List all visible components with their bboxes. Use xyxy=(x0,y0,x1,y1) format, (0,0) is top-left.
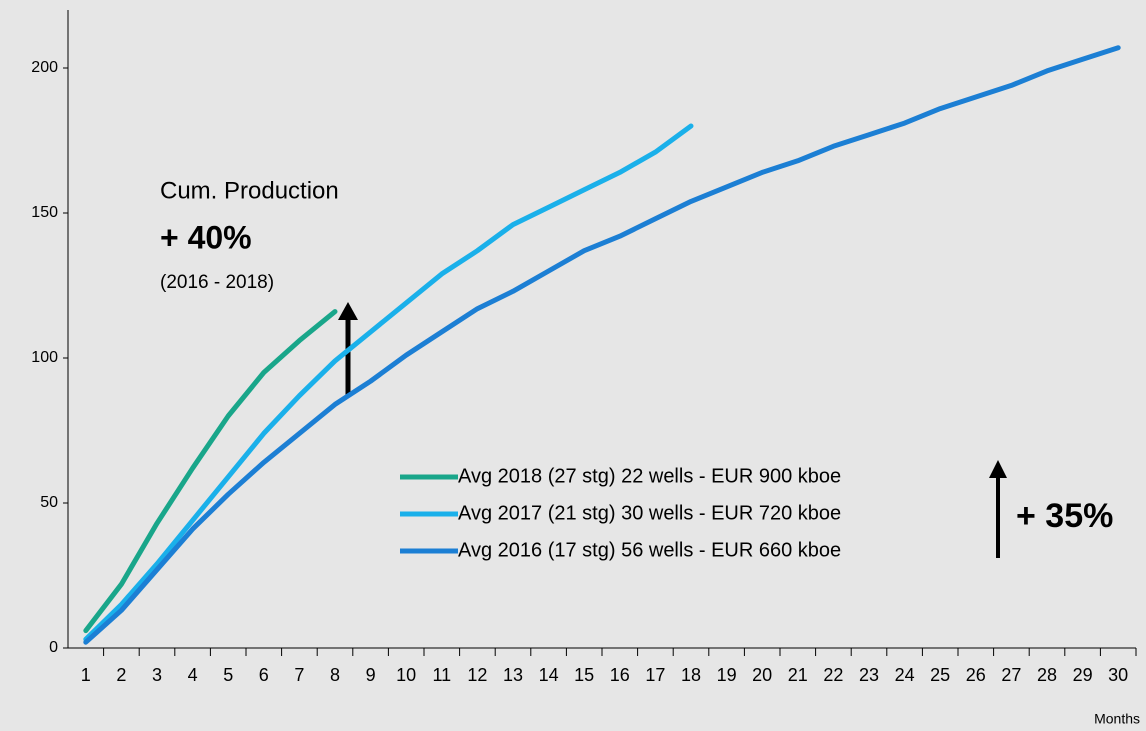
x-tick-label: 23 xyxy=(859,665,879,685)
x-tick-label: 15 xyxy=(574,665,594,685)
y-tick-label: 100 xyxy=(31,349,58,366)
series-line xyxy=(83,45,1121,645)
x-tick-label: 9 xyxy=(366,665,376,685)
legend-label: Avg 2018 (27 stg) 22 wells - EUR 900 kbo… xyxy=(458,465,841,487)
x-tick-label: 24 xyxy=(895,665,915,685)
x-tick-label: 25 xyxy=(930,665,950,685)
y-tick-label: 0 xyxy=(49,639,58,656)
x-tick-label: 4 xyxy=(188,665,198,685)
y-tick-label: 50 xyxy=(40,494,58,511)
x-tick-label: 1 xyxy=(81,665,91,685)
y-tick-label: 200 xyxy=(31,59,58,76)
annotation: (2016 - 2018) xyxy=(160,272,274,293)
x-tick-label: 3 xyxy=(152,665,162,685)
x-tick-label: 26 xyxy=(966,665,986,685)
x-tick-label: 12 xyxy=(467,665,487,685)
x-axis-label: Months xyxy=(1094,711,1140,727)
x-tick-label: 28 xyxy=(1037,665,1057,685)
x-tick-label: 17 xyxy=(645,665,665,685)
x-tick-label: 8 xyxy=(330,665,340,685)
arrow xyxy=(989,460,1007,558)
x-tick-label: 7 xyxy=(294,665,304,685)
x-tick-label: 10 xyxy=(396,665,416,685)
x-tick-label: 20 xyxy=(752,665,772,685)
x-tick-label: 19 xyxy=(717,665,737,685)
annotation: + 40% xyxy=(160,219,252,255)
x-tick-label: 18 xyxy=(681,665,701,685)
legend-label: Avg 2017 (21 stg) 30 wells - EUR 720 kbo… xyxy=(458,502,841,524)
legend-label: Avg 2016 (17 stg) 56 wells - EUR 660 kbo… xyxy=(458,539,841,561)
annotation: + 35% xyxy=(1016,497,1113,535)
annotation: Cum. Production xyxy=(160,177,339,204)
x-tick-label: 5 xyxy=(223,665,233,685)
x-tick-label: 22 xyxy=(823,665,843,685)
x-tick-label: 2 xyxy=(116,665,126,685)
series-line xyxy=(83,123,694,642)
x-tick-label: 13 xyxy=(503,665,523,685)
x-tick-label: 21 xyxy=(788,665,808,685)
x-tick-label: 11 xyxy=(432,665,451,685)
arrow xyxy=(338,302,358,396)
series-line xyxy=(83,309,338,634)
x-tick-label: 16 xyxy=(610,665,630,685)
x-tick-label: 14 xyxy=(539,665,559,685)
x-tick-label: 29 xyxy=(1073,665,1093,685)
y-tick-label: 150 xyxy=(31,204,58,221)
x-tick-label: 6 xyxy=(259,665,269,685)
x-tick-label: 27 xyxy=(1001,665,1021,685)
x-tick-label: 30 xyxy=(1108,665,1128,685)
